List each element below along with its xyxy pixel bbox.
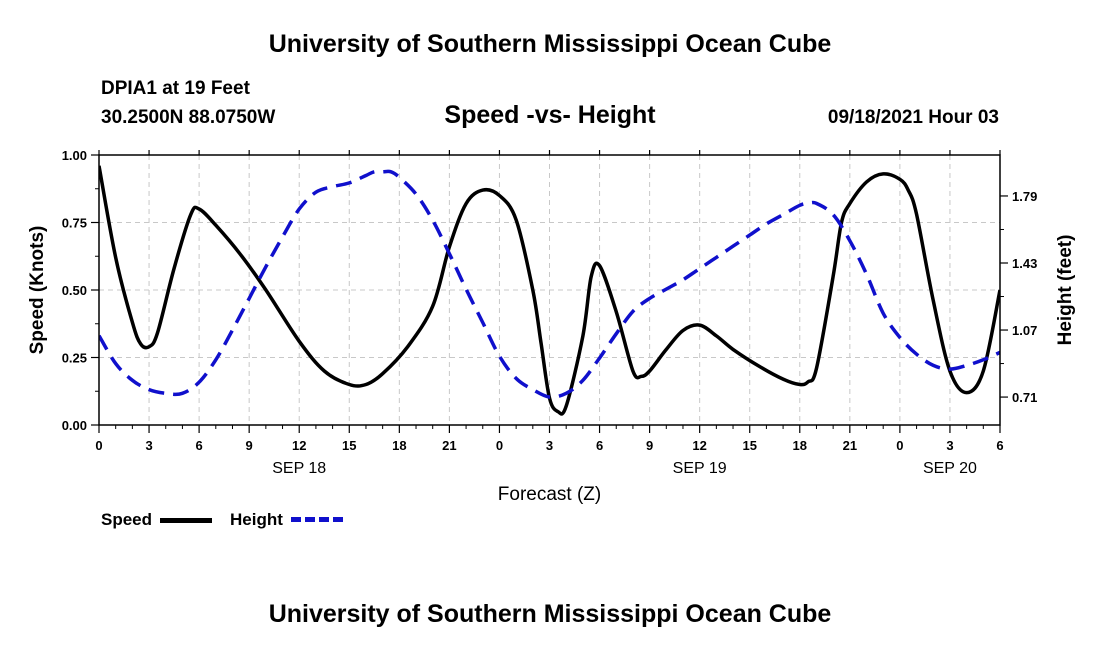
grid (99, 155, 1000, 425)
x-tick-label: 21 (442, 438, 456, 453)
y-tick-label: 0.25 (62, 351, 87, 366)
x-tick-label: 3 (946, 438, 953, 453)
y2-tick-label: 1.43 (1012, 256, 1037, 271)
legend-height-label: Height (230, 510, 283, 529)
x-tick-label: 3 (145, 438, 152, 453)
x-tick-label: 18 (392, 438, 406, 453)
station-coordinates: 30.2500N 88.0750W (101, 107, 276, 128)
x-tick-label: 0 (95, 438, 102, 453)
speed-series-line (99, 165, 1000, 416)
axis-labels: 0 3 6 9 12 15 18 21 0 3 6 9 12 15 18 21 0 3 6 0.00 0.25 0.50 0… (27, 148, 1076, 505)
x-tick-label: 12 (692, 438, 706, 453)
x-tick-label: 15 (342, 438, 356, 453)
legend-speed-swatch (160, 518, 212, 523)
y-tick-label: 0.50 (62, 283, 87, 298)
series-lines (99, 165, 1000, 416)
y-axis-title: Speed (Knots) (27, 226, 48, 355)
y-tick-label: 0.00 (62, 418, 87, 433)
height-series-line (99, 169, 1000, 399)
date-label: SEP 18 (272, 460, 326, 477)
axis-ticks (91, 150, 1008, 433)
forecast-datetime: 09/18/2021 Hour 03 (827, 107, 999, 128)
y2-axis-title: Height (feet) (1055, 235, 1076, 346)
x-tick-label: 3 (546, 438, 553, 453)
x-tick-label: 18 (793, 438, 807, 453)
y-tick-label: 1.00 (62, 148, 87, 163)
chart-title: Speed -vs- Height (444, 101, 656, 129)
date-label: SEP 20 (923, 460, 977, 477)
page-title: University of Southern Mississippi Ocean… (268, 30, 832, 58)
x-axis-title: Forecast (Z) (498, 484, 601, 505)
x-tick-label: 9 (646, 438, 653, 453)
y2-tick-label: 1.07 (1012, 323, 1037, 338)
x-tick-label: 21 (843, 438, 857, 453)
x-tick-label: 12 (292, 438, 306, 453)
y-tick-label: 0.75 (62, 216, 87, 231)
x-tick-label: 0 (896, 438, 903, 453)
x-tick-label: 6 (195, 438, 202, 453)
station-label: DPIA1 at 19 Feet (101, 78, 250, 99)
x-tick-label: 6 (596, 438, 603, 453)
y2-tick-label: 1.79 (1012, 189, 1037, 204)
x-tick-label: 15 (742, 438, 756, 453)
legend-speed-label: Speed (101, 510, 153, 529)
y2-tick-label: 0.71 (1012, 390, 1037, 405)
x-tick-label: 0 (496, 438, 503, 453)
x-tick-label: 9 (246, 438, 253, 453)
date-label: SEP 19 (673, 460, 727, 477)
footer-title: University of Southern Mississippi Ocean… (268, 600, 832, 628)
x-tick-label: 6 (996, 438, 1003, 453)
legend-height-swatch (291, 517, 343, 522)
